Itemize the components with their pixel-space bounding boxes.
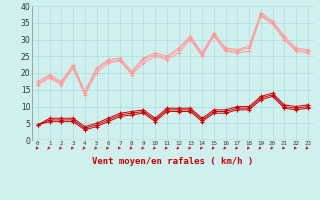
X-axis label: Vent moyen/en rafales ( km/h ): Vent moyen/en rafales ( km/h ) — [92, 157, 253, 166]
